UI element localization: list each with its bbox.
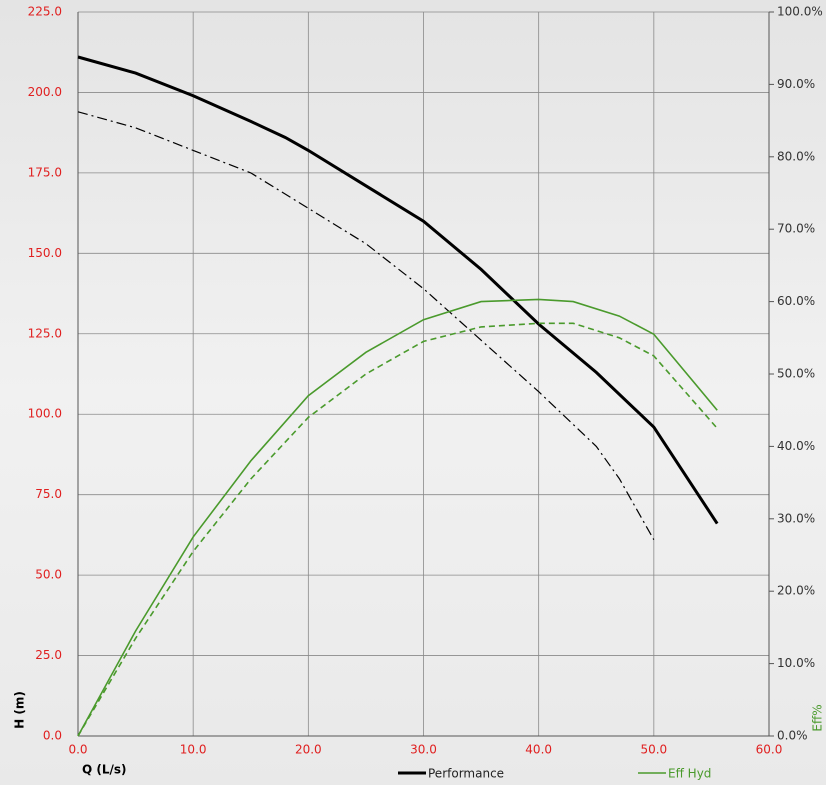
- y-tick-label: 100.0: [28, 407, 62, 421]
- y2-tick-label: 30.0%: [777, 511, 815, 525]
- y-tick-label: 175.0: [28, 165, 62, 179]
- y-tick-label: 125.0: [28, 326, 62, 340]
- y-tick-label: 50.0: [35, 568, 62, 582]
- x-tick-label: 0.0: [68, 743, 87, 757]
- series-line: [77, 111, 655, 540]
- y2-tick-label: 40.0%: [777, 439, 815, 453]
- y-tick-label: 150.0: [28, 246, 62, 260]
- y2-tick-label: 70.0%: [777, 222, 815, 236]
- y2-axis-title: Eff%: [811, 704, 825, 731]
- y2-tick-label: 80.0%: [777, 149, 815, 163]
- x-tick-label: 20.0: [295, 743, 322, 757]
- y-tick-label: 75.0: [35, 487, 62, 501]
- y2-tick-label: 50.0%: [777, 367, 815, 381]
- y2-tick-label: 20.0%: [777, 584, 815, 598]
- y2-tick-label: 90.0%: [777, 77, 815, 91]
- series-line: [77, 55, 719, 525]
- x-tick-label: 30.0: [410, 743, 437, 757]
- series-line: [77, 322, 718, 737]
- legend-label: Eff Hyd: [668, 767, 711, 781]
- x-tick-label: 60.0: [756, 743, 783, 757]
- x-tick-label: 40.0: [525, 743, 552, 757]
- y2-tick-label: 0.0%: [777, 729, 808, 743]
- y-tick-label: 225.0: [28, 5, 62, 19]
- series-line: [77, 298, 718, 737]
- legend-label: Performance: [428, 767, 504, 781]
- y2-tick-label: 60.0%: [777, 294, 815, 308]
- x-tick-label: 50.0: [640, 743, 667, 757]
- y-axis-title: H (m): [13, 691, 27, 729]
- y-tick-label: 0.0: [43, 729, 62, 743]
- x-tick-label: 10.0: [180, 743, 207, 757]
- y-tick-label: 25.0: [35, 648, 62, 662]
- y-tick-label: 200.0: [28, 85, 62, 99]
- y2-tick-label: 10.0%: [777, 656, 815, 670]
- y2-tick-label: 100.0%: [777, 5, 823, 19]
- x-axis-title: Q (L/s): [82, 763, 127, 777]
